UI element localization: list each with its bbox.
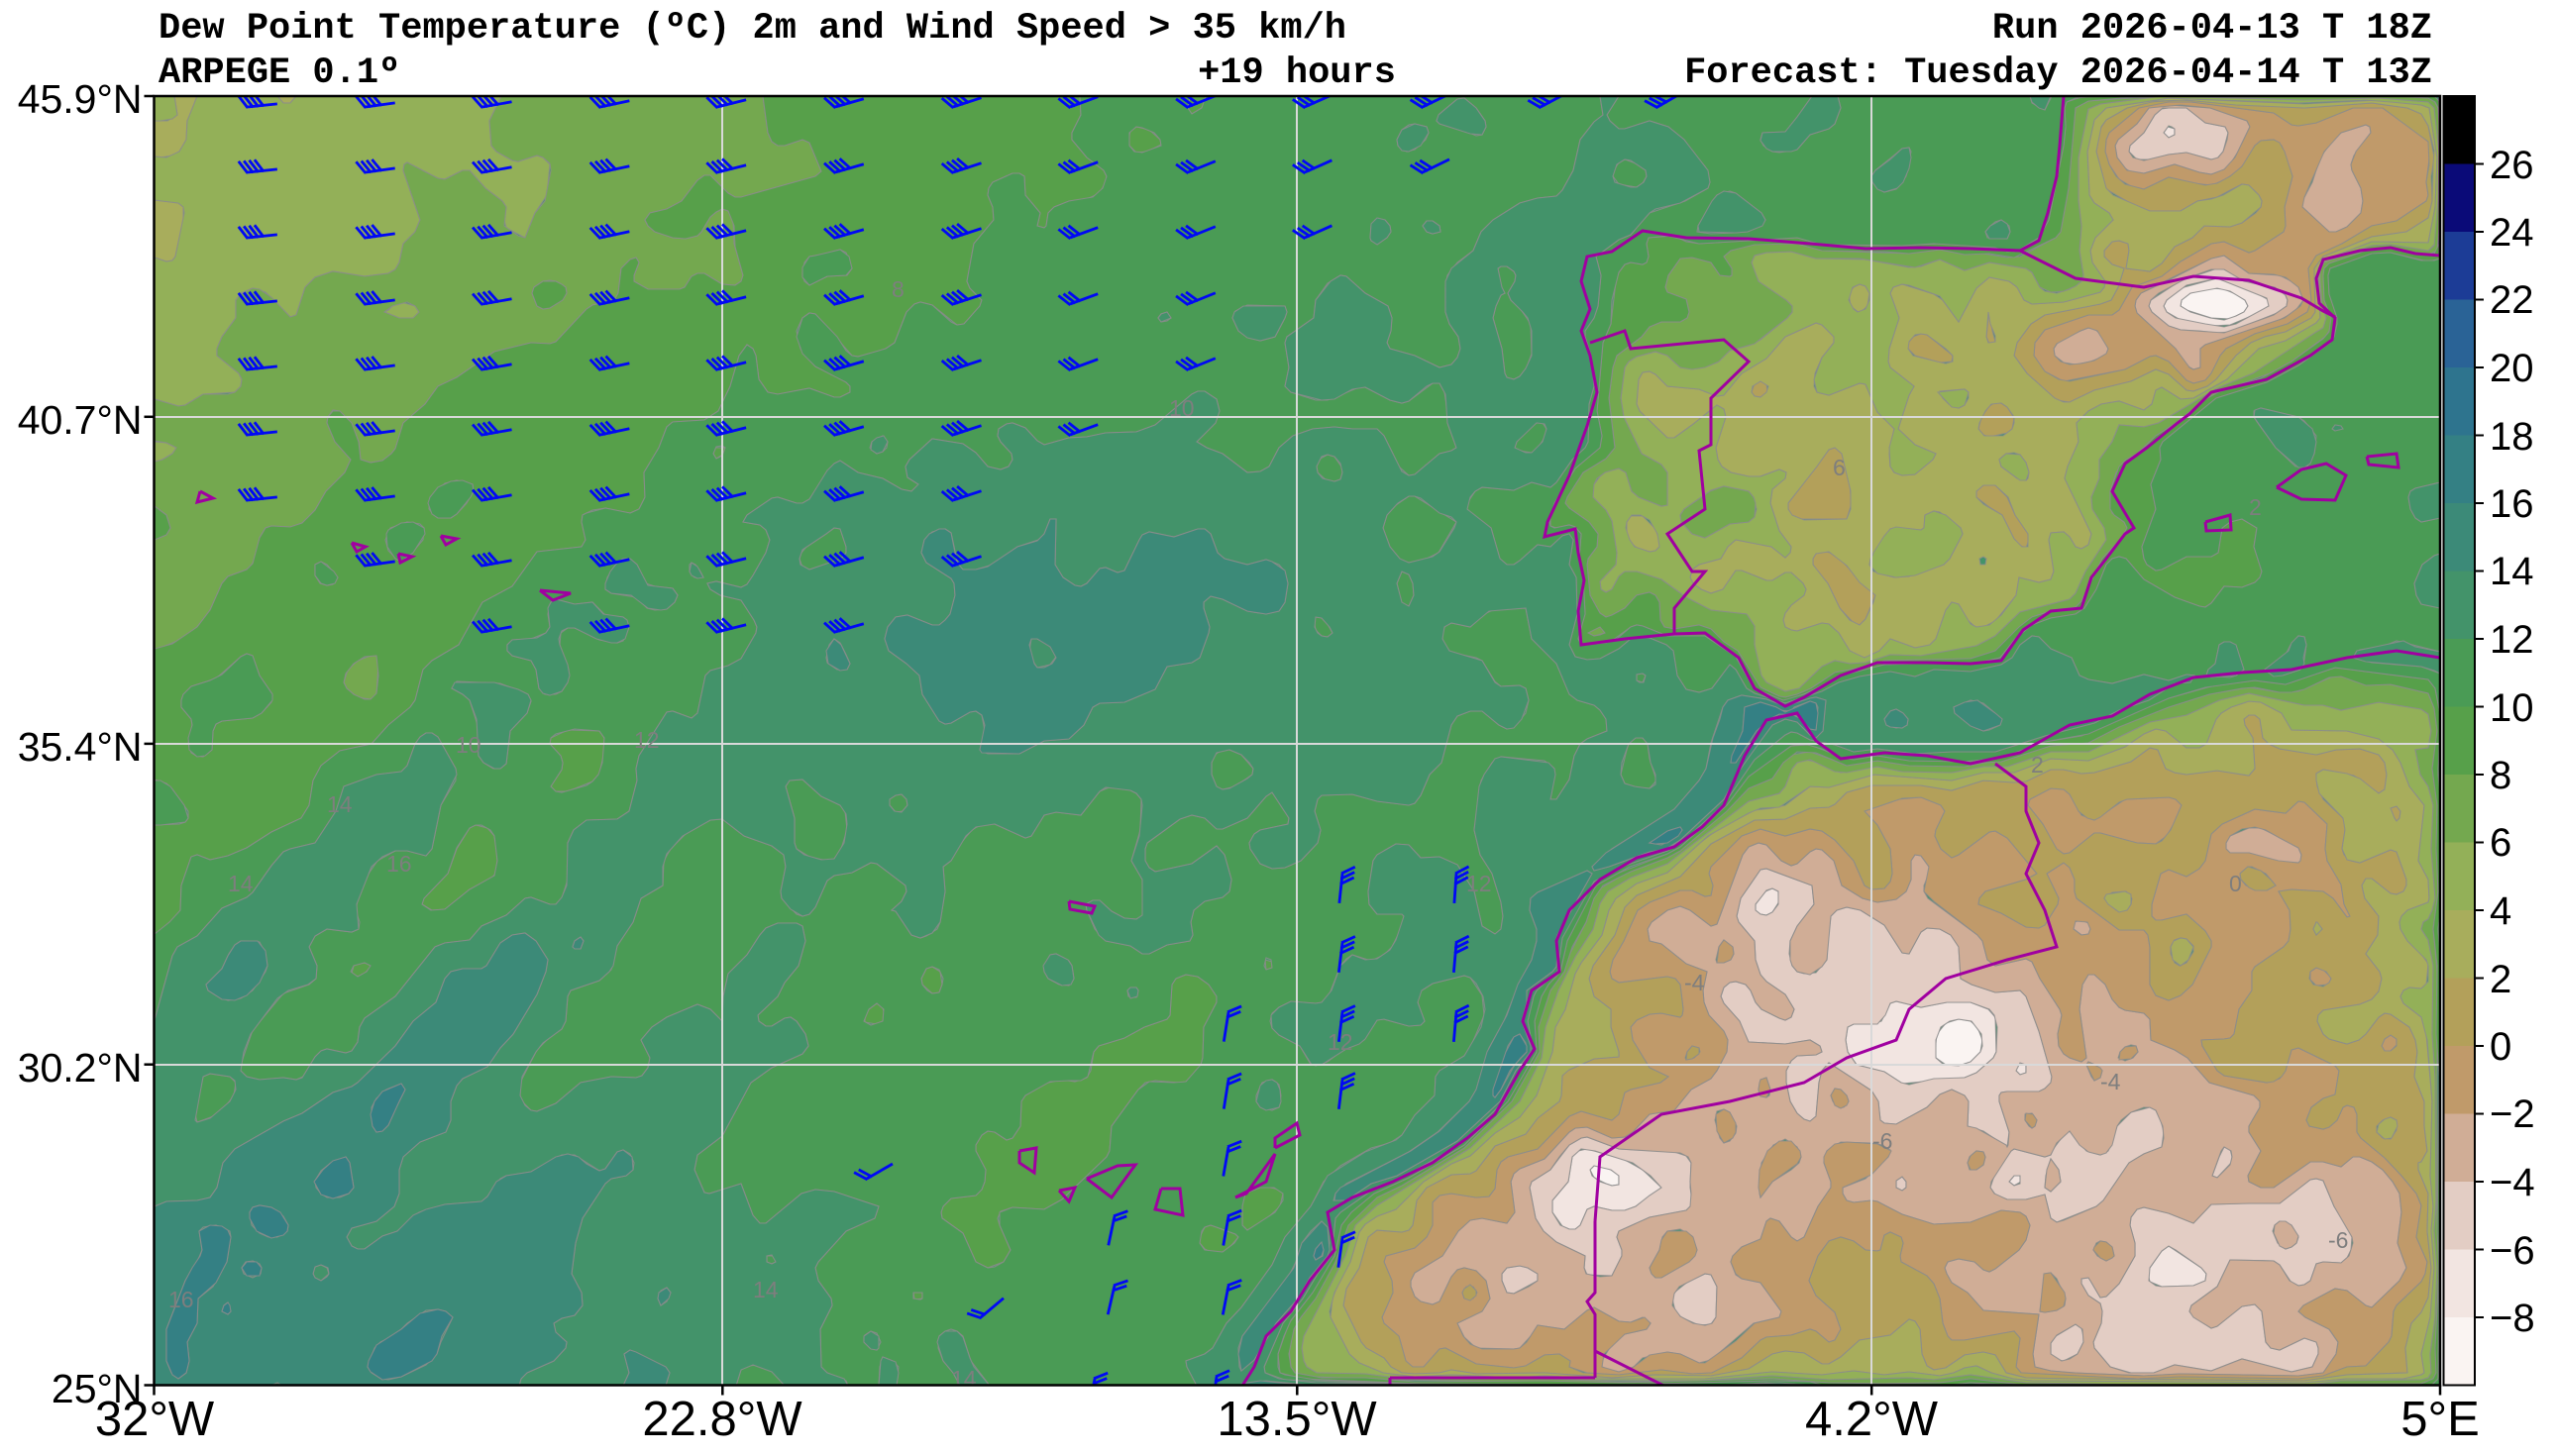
svg-text:35.4°N: 35.4°N	[18, 724, 143, 770]
svg-text:16: 16	[386, 851, 412, 877]
svg-text:6: 6	[2490, 821, 2511, 865]
svg-text:ARPEGE 0.1º: ARPEGE 0.1º	[159, 52, 400, 94]
svg-text:40.7°N: 40.7°N	[18, 397, 143, 443]
svg-text:16: 16	[168, 1287, 194, 1312]
svg-text:12: 12	[2490, 618, 2534, 662]
svg-text:2: 2	[2490, 958, 2511, 1001]
svg-text:0: 0	[2490, 1025, 2511, 1069]
svg-text:10: 10	[2490, 686, 2534, 730]
svg-text:−4: −4	[2490, 1161, 2535, 1204]
svg-text:25°N: 25°N	[52, 1366, 143, 1411]
svg-text:26: 26	[2490, 144, 2534, 187]
svg-text:12: 12	[1466, 871, 1492, 896]
svg-text:14: 14	[951, 1366, 977, 1392]
svg-text:13.5°W: 13.5°W	[1217, 1393, 1377, 1446]
svg-text:18: 18	[2490, 415, 2534, 459]
svg-text:−8: −8	[2490, 1297, 2535, 1340]
svg-text:2: 2	[2249, 494, 2262, 520]
svg-text:0: 0	[2229, 871, 2242, 896]
svg-text:14: 14	[753, 1277, 779, 1302]
svg-text:12: 12	[1328, 1029, 1353, 1055]
svg-text:Dew Point Temperature (ºC) 2m: Dew Point Temperature (ºC) 2m and Wind S…	[159, 8, 1346, 50]
svg-text:−2: −2	[2490, 1092, 2535, 1136]
svg-text:−6: −6	[2490, 1229, 2535, 1273]
svg-text:30.2°N: 30.2°N	[18, 1045, 143, 1091]
svg-text:16: 16	[2490, 482, 2534, 526]
svg-text:45.9°N: 45.9°N	[18, 76, 143, 122]
svg-text:10: 10	[1169, 395, 1195, 421]
svg-text:+19 hours: +19 hours	[1198, 52, 1396, 94]
svg-text:14: 14	[2490, 550, 2534, 593]
svg-text:22.8°W: 22.8°W	[642, 1393, 802, 1446]
svg-text:-6: -6	[1872, 1128, 1892, 1154]
svg-text:22: 22	[2490, 278, 2534, 322]
svg-text:12: 12	[634, 727, 660, 753]
svg-text:24: 24	[2490, 211, 2534, 255]
svg-text:8: 8	[892, 276, 905, 302]
svg-text:14: 14	[228, 871, 254, 896]
svg-text:-6: -6	[2328, 1227, 2348, 1253]
svg-text:8: 8	[2490, 754, 2511, 797]
svg-text:4: 4	[2490, 889, 2511, 933]
svg-text:10: 10	[456, 732, 481, 758]
svg-text:Run 2026-04-13 T 18Z: Run 2026-04-13 T 18Z	[1992, 8, 2432, 50]
svg-text:14: 14	[327, 791, 353, 817]
svg-text:-4: -4	[2100, 1069, 2121, 1094]
svg-text:Forecast: Tuesday 2026-04-14 T: Forecast: Tuesday 2026-04-14 T 13Z	[1684, 52, 2432, 94]
svg-text:32°W: 32°W	[95, 1393, 215, 1446]
svg-text:5°E: 5°E	[2400, 1393, 2480, 1446]
svg-text:6: 6	[1833, 455, 1846, 480]
svg-text:4.2°W: 4.2°W	[1805, 1393, 1939, 1446]
svg-text:20: 20	[2490, 347, 2534, 390]
svg-text:2: 2	[2031, 752, 2044, 778]
svg-text:-4: -4	[1684, 970, 1705, 995]
